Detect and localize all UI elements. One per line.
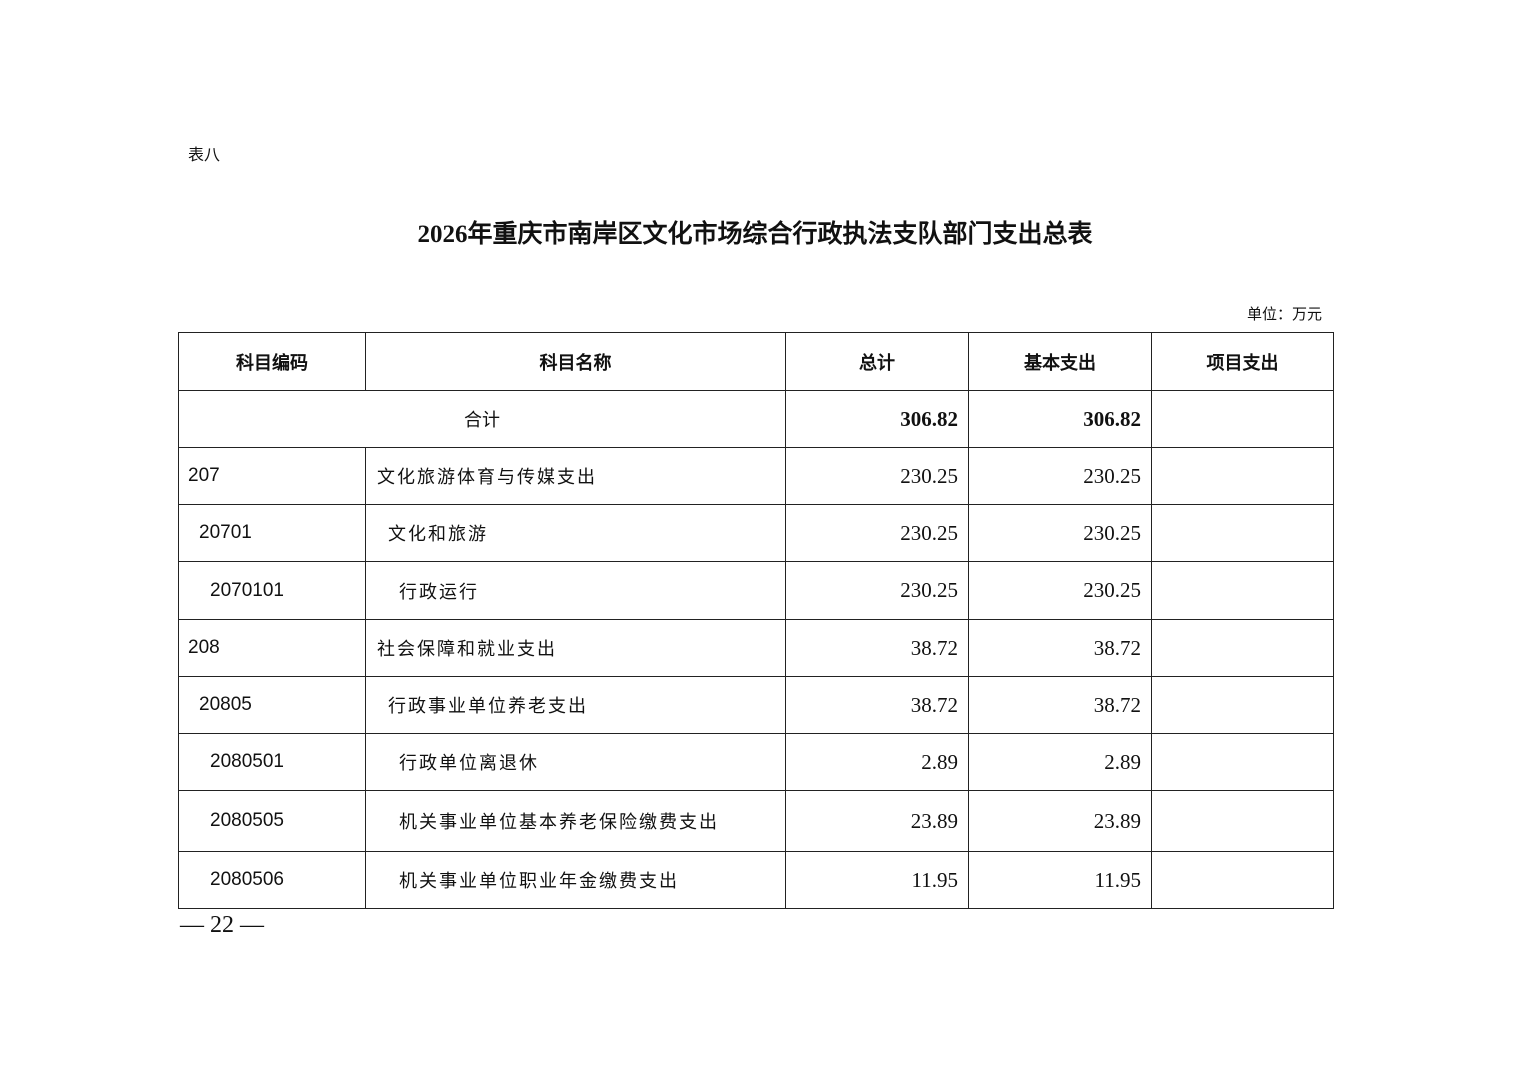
table-row: 2080505 机关事业单位基本养老保险缴费支出 23.89 23.89 <box>178 790 1334 852</box>
row-name: 行政运行 <box>365 561 786 620</box>
row-code: 2080501 <box>178 733 366 791</box>
row-project <box>1151 790 1334 852</box>
row-name: 机关事业单位基本养老保险缴费支出 <box>365 790 786 852</box>
row-code: 207 <box>178 447 366 505</box>
row-basic: 38.72 <box>968 676 1152 734</box>
expenditure-table: 科目编码 科目名称 总计 基本支出 项目支出 合计 306.82 306.82 … <box>178 332 1334 909</box>
row-name: 行政事业单位养老支出 <box>365 676 786 734</box>
header-code: 科目编码 <box>178 332 366 391</box>
row-code: 2080506 <box>178 851 366 909</box>
header-project: 项目支出 <box>1151 332 1334 391</box>
total-label: 合计 <box>178 390 786 448</box>
row-total: 230.25 <box>785 447 969 505</box>
unit-label: 单位：万元 <box>1246 305 1322 323</box>
row-basic: 23.89 <box>968 790 1152 852</box>
row-project <box>1151 676 1334 734</box>
header-basic: 基本支出 <box>968 332 1152 391</box>
row-project <box>1151 733 1334 791</box>
table-row: 207 文化旅游体育与传媒支出 230.25 230.25 <box>178 447 1334 505</box>
table-label: 表八 <box>188 145 221 164</box>
table-row: 208 社会保障和就业支出 38.72 38.72 <box>178 619 1334 677</box>
table-row: 20805 行政事业单位养老支出 38.72 38.72 <box>178 676 1334 734</box>
table-row: 2080501 行政单位离退休 2.89 2.89 <box>178 733 1334 791</box>
table-header-row: 科目编码 科目名称 总计 基本支出 项目支出 <box>178 332 1334 391</box>
row-project <box>1151 447 1334 505</box>
row-project <box>1151 504 1334 562</box>
page-number: — 22 — <box>180 912 264 938</box>
table-row: 2070101 行政运行 230.25 230.25 <box>178 561 1334 620</box>
row-name: 文化和旅游 <box>365 504 786 562</box>
header-total: 总计 <box>785 332 969 391</box>
page-title: 2026年重庆市南岸区文化市场综合行政执法支队部门支出总表 <box>417 221 1093 248</box>
row-code: 20805 <box>178 676 366 734</box>
row-basic: 230.25 <box>968 504 1152 562</box>
total-row: 合计 306.82 306.82 <box>178 390 1334 448</box>
row-basic: 230.25 <box>968 561 1152 620</box>
header-name: 科目名称 <box>365 332 786 391</box>
row-code: 2070101 <box>178 561 366 620</box>
total-total: 306.82 <box>785 390 969 448</box>
row-basic: 230.25 <box>968 447 1152 505</box>
row-code: 2080505 <box>178 790 366 852</box>
table-row: 2080506 机关事业单位职业年金缴费支出 11.95 11.95 <box>178 851 1334 909</box>
row-project <box>1151 561 1334 620</box>
row-code: 20701 <box>178 504 366 562</box>
row-total: 11.95 <box>785 851 969 909</box>
row-name: 机关事业单位职业年金缴费支出 <box>365 851 786 909</box>
row-total: 38.72 <box>785 676 969 734</box>
row-total: 230.25 <box>785 561 969 620</box>
row-total: 23.89 <box>785 790 969 852</box>
row-name: 社会保障和就业支出 <box>365 619 786 677</box>
row-project <box>1151 851 1334 909</box>
row-code: 208 <box>178 619 366 677</box>
row-basic: 38.72 <box>968 619 1152 677</box>
total-project <box>1151 390 1334 448</box>
row-basic: 2.89 <box>968 733 1152 791</box>
row-basic: 11.95 <box>968 851 1152 909</box>
row-name: 文化旅游体育与传媒支出 <box>365 447 786 505</box>
total-basic: 306.82 <box>968 390 1152 448</box>
table-row: 20701 文化和旅游 230.25 230.25 <box>178 504 1334 562</box>
row-total: 230.25 <box>785 504 969 562</box>
row-total: 38.72 <box>785 619 969 677</box>
row-project <box>1151 619 1334 677</box>
row-total: 2.89 <box>785 733 969 791</box>
row-name: 行政单位离退休 <box>365 733 786 791</box>
